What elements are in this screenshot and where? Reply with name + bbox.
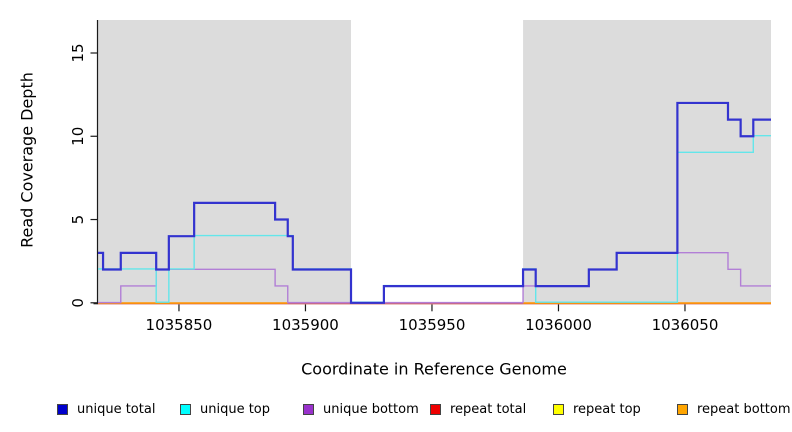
- y-tick-label: 5: [69, 215, 87, 225]
- legend-swatch: [57, 403, 68, 415]
- x-tick-label: 1036050: [652, 316, 719, 334]
- legend-label: unique top: [200, 401, 271, 417]
- y-tick-label: 15: [69, 43, 87, 62]
- legend-swatch: [553, 403, 564, 415]
- legend-item-repeat-bottom: repeat bottom: [677, 401, 791, 417]
- legend-label: unique total: [77, 401, 156, 417]
- y-axis-label: Read Coverage Depth: [17, 72, 37, 248]
- legend-item-unique-bottom: unique bottom: [303, 401, 419, 417]
- legend-swatch: [430, 403, 441, 415]
- y-tick-label: 10: [69, 127, 87, 146]
- x-tick-label: 1035900: [272, 316, 339, 334]
- x-tick-label: 1035850: [146, 316, 213, 334]
- legend-item-repeat-top: repeat top: [553, 401, 641, 417]
- legend-swatch: [180, 403, 191, 415]
- series-unique-total: [98, 101, 771, 304]
- legend-item-unique-total: unique total: [57, 401, 155, 417]
- legend-label: repeat top: [573, 401, 641, 417]
- legend-swatch: [677, 403, 688, 415]
- shaded-region: [98, 20, 352, 304]
- legend-item-unique-top: unique top: [180, 401, 270, 417]
- chart-legend: unique total unique top unique bottom repea…: [0, 401, 792, 421]
- shaded-region: [523, 20, 771, 304]
- x-tick-label: 1036000: [525, 316, 592, 334]
- y-tick-label: 0: [69, 298, 87, 308]
- legend-label: repeat bottom: [697, 401, 791, 417]
- legend-label: unique bottom: [323, 401, 419, 417]
- x-axis-label: Coordinate in Reference Genome: [301, 359, 567, 379]
- legend-swatch: [303, 403, 314, 415]
- x-tick-label: 1035950: [399, 316, 466, 334]
- legend-label: repeat total: [450, 401, 527, 417]
- legend-item-repeat-total: repeat total: [430, 401, 526, 417]
